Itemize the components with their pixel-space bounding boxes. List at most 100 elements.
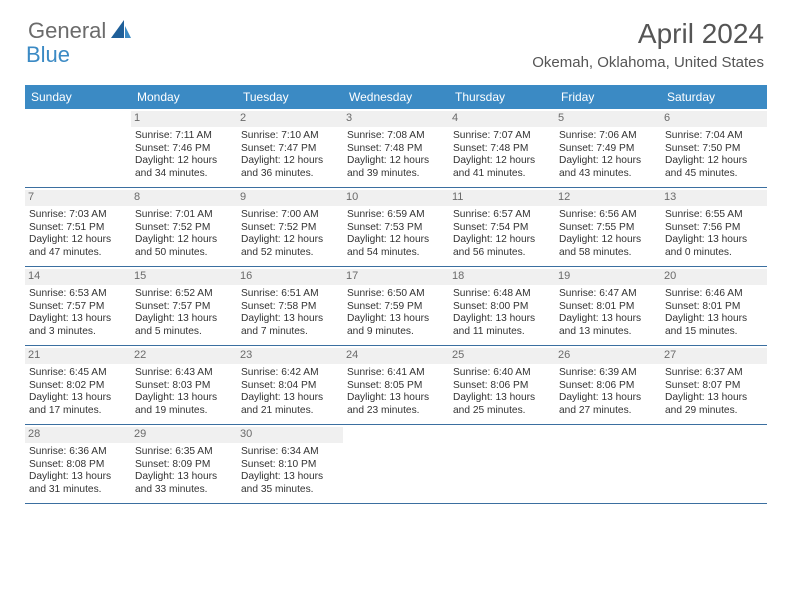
day-number: 20 xyxy=(661,269,767,285)
daylight-text-2: and 27 minutes. xyxy=(559,405,657,418)
calendar-cell: 29Sunrise: 6:35 AMSunset: 8:09 PMDayligh… xyxy=(131,425,237,503)
daylight-text-1: Daylight: 13 hours xyxy=(241,313,339,326)
calendar-cell xyxy=(449,425,555,503)
daylight-text-2: and 21 minutes. xyxy=(241,405,339,418)
brand-part1: General xyxy=(28,18,106,44)
day-number: 18 xyxy=(449,269,555,285)
sunset-text: Sunset: 7:55 PM xyxy=(559,222,657,235)
sunset-text: Sunset: 8:02 PM xyxy=(29,380,127,393)
daylight-text-2: and 31 minutes. xyxy=(29,484,127,497)
sunrise-text: Sunrise: 6:57 AM xyxy=(453,209,551,222)
sunrise-text: Sunrise: 6:34 AM xyxy=(241,446,339,459)
sunrise-text: Sunrise: 6:43 AM xyxy=(135,367,233,380)
weekday-label: Wednesday xyxy=(343,85,449,109)
calendar-cell: 10Sunrise: 6:59 AMSunset: 7:53 PMDayligh… xyxy=(343,188,449,266)
daylight-text-1: Daylight: 13 hours xyxy=(559,313,657,326)
daylight-text-2: and 29 minutes. xyxy=(665,405,763,418)
sunset-text: Sunset: 8:01 PM xyxy=(559,301,657,314)
day-number: 28 xyxy=(25,427,131,443)
daylight-text-1: Daylight: 13 hours xyxy=(665,234,763,247)
weekday-label: Thursday xyxy=(449,85,555,109)
daylight-text-2: and 17 minutes. xyxy=(29,405,127,418)
calendar-cell: 8Sunrise: 7:01 AMSunset: 7:52 PMDaylight… xyxy=(131,188,237,266)
calendar-cell: 24Sunrise: 6:41 AMSunset: 8:05 PMDayligh… xyxy=(343,346,449,424)
sunset-text: Sunset: 7:48 PM xyxy=(347,143,445,156)
daylight-text-2: and 33 minutes. xyxy=(135,484,233,497)
daylight-text-2: and 47 minutes. xyxy=(29,247,127,260)
calendar-cell: 1Sunrise: 7:11 AMSunset: 7:46 PMDaylight… xyxy=(131,109,237,187)
day-number: 24 xyxy=(343,348,449,364)
day-number: 30 xyxy=(237,427,343,443)
calendar-cell: 6Sunrise: 7:04 AMSunset: 7:50 PMDaylight… xyxy=(661,109,767,187)
sunrise-text: Sunrise: 6:51 AM xyxy=(241,288,339,301)
daylight-text-2: and 13 minutes. xyxy=(559,326,657,339)
daylight-text-2: and 23 minutes. xyxy=(347,405,445,418)
day-number: 25 xyxy=(449,348,555,364)
sunrise-text: Sunrise: 6:39 AM xyxy=(559,367,657,380)
weekday-label: Friday xyxy=(555,85,661,109)
daylight-text-2: and 5 minutes. xyxy=(135,326,233,339)
sunset-text: Sunset: 8:10 PM xyxy=(241,459,339,472)
daylight-text-1: Daylight: 13 hours xyxy=(453,313,551,326)
sunset-text: Sunset: 8:05 PM xyxy=(347,380,445,393)
day-number: 17 xyxy=(343,269,449,285)
sunrise-text: Sunrise: 7:07 AM xyxy=(453,130,551,143)
daylight-text-1: Daylight: 12 hours xyxy=(29,234,127,247)
title-block: April 2024 Okemah, Oklahoma, United Stat… xyxy=(532,18,764,71)
sunrise-text: Sunrise: 6:36 AM xyxy=(29,446,127,459)
daylight-text-1: Daylight: 13 hours xyxy=(29,313,127,326)
calendar-cell: 17Sunrise: 6:50 AMSunset: 7:59 PMDayligh… xyxy=(343,267,449,345)
sunrise-text: Sunrise: 6:55 AM xyxy=(665,209,763,222)
day-number: 21 xyxy=(25,348,131,364)
daylight-text-1: Daylight: 12 hours xyxy=(453,234,551,247)
sunset-text: Sunset: 8:00 PM xyxy=(453,301,551,314)
sunrise-text: Sunrise: 7:08 AM xyxy=(347,130,445,143)
calendar-cell: 7Sunrise: 7:03 AMSunset: 7:51 PMDaylight… xyxy=(25,188,131,266)
daylight-text-1: Daylight: 12 hours xyxy=(241,155,339,168)
sunrise-text: Sunrise: 6:52 AM xyxy=(135,288,233,301)
daylight-text-1: Daylight: 12 hours xyxy=(135,234,233,247)
daylight-text-1: Daylight: 12 hours xyxy=(559,155,657,168)
daylight-text-1: Daylight: 13 hours xyxy=(135,313,233,326)
sunset-text: Sunset: 8:06 PM xyxy=(559,380,657,393)
sunset-text: Sunset: 7:46 PM xyxy=(135,143,233,156)
daylight-text-2: and 39 minutes. xyxy=(347,168,445,181)
daylight-text-1: Daylight: 13 hours xyxy=(241,471,339,484)
calendar-cell: 22Sunrise: 6:43 AMSunset: 8:03 PMDayligh… xyxy=(131,346,237,424)
sunrise-text: Sunrise: 6:41 AM xyxy=(347,367,445,380)
daylight-text-1: Daylight: 12 hours xyxy=(453,155,551,168)
day-number: 29 xyxy=(131,427,237,443)
daylight-text-1: Daylight: 12 hours xyxy=(241,234,339,247)
day-number: 3 xyxy=(343,111,449,127)
calendar-cell: 5Sunrise: 7:06 AMSunset: 7:49 PMDaylight… xyxy=(555,109,661,187)
calendar-cell xyxy=(661,425,767,503)
sunset-text: Sunset: 7:57 PM xyxy=(135,301,233,314)
daylight-text-1: Daylight: 13 hours xyxy=(559,392,657,405)
calendar-week: 1Sunrise: 7:11 AMSunset: 7:46 PMDaylight… xyxy=(25,109,767,188)
sunset-text: Sunset: 7:52 PM xyxy=(241,222,339,235)
sunrise-text: Sunrise: 6:59 AM xyxy=(347,209,445,222)
day-number: 13 xyxy=(661,190,767,206)
daylight-text-1: Daylight: 12 hours xyxy=(559,234,657,247)
calendar-cell: 15Sunrise: 6:52 AMSunset: 7:57 PMDayligh… xyxy=(131,267,237,345)
calendar-cell: 16Sunrise: 6:51 AMSunset: 7:58 PMDayligh… xyxy=(237,267,343,345)
sunrise-text: Sunrise: 6:35 AM xyxy=(135,446,233,459)
daylight-text-2: and 11 minutes. xyxy=(453,326,551,339)
sunrise-text: Sunrise: 7:10 AM xyxy=(241,130,339,143)
day-number: 2 xyxy=(237,111,343,127)
calendar-cell: 3Sunrise: 7:08 AMSunset: 7:48 PMDaylight… xyxy=(343,109,449,187)
daylight-text-1: Daylight: 13 hours xyxy=(29,392,127,405)
daylight-text-2: and 54 minutes. xyxy=(347,247,445,260)
sunrise-text: Sunrise: 7:03 AM xyxy=(29,209,127,222)
daylight-text-1: Daylight: 13 hours xyxy=(665,392,763,405)
sunset-text: Sunset: 7:54 PM xyxy=(453,222,551,235)
daylight-text-2: and 7 minutes. xyxy=(241,326,339,339)
day-number: 11 xyxy=(449,190,555,206)
sunrise-text: Sunrise: 6:42 AM xyxy=(241,367,339,380)
calendar-cell: 14Sunrise: 6:53 AMSunset: 7:57 PMDayligh… xyxy=(25,267,131,345)
daylight-text-2: and 19 minutes. xyxy=(135,405,233,418)
daylight-text-2: and 3 minutes. xyxy=(29,326,127,339)
daylight-text-2: and 58 minutes. xyxy=(559,247,657,260)
daylight-text-2: and 9 minutes. xyxy=(347,326,445,339)
sunset-text: Sunset: 8:09 PM xyxy=(135,459,233,472)
